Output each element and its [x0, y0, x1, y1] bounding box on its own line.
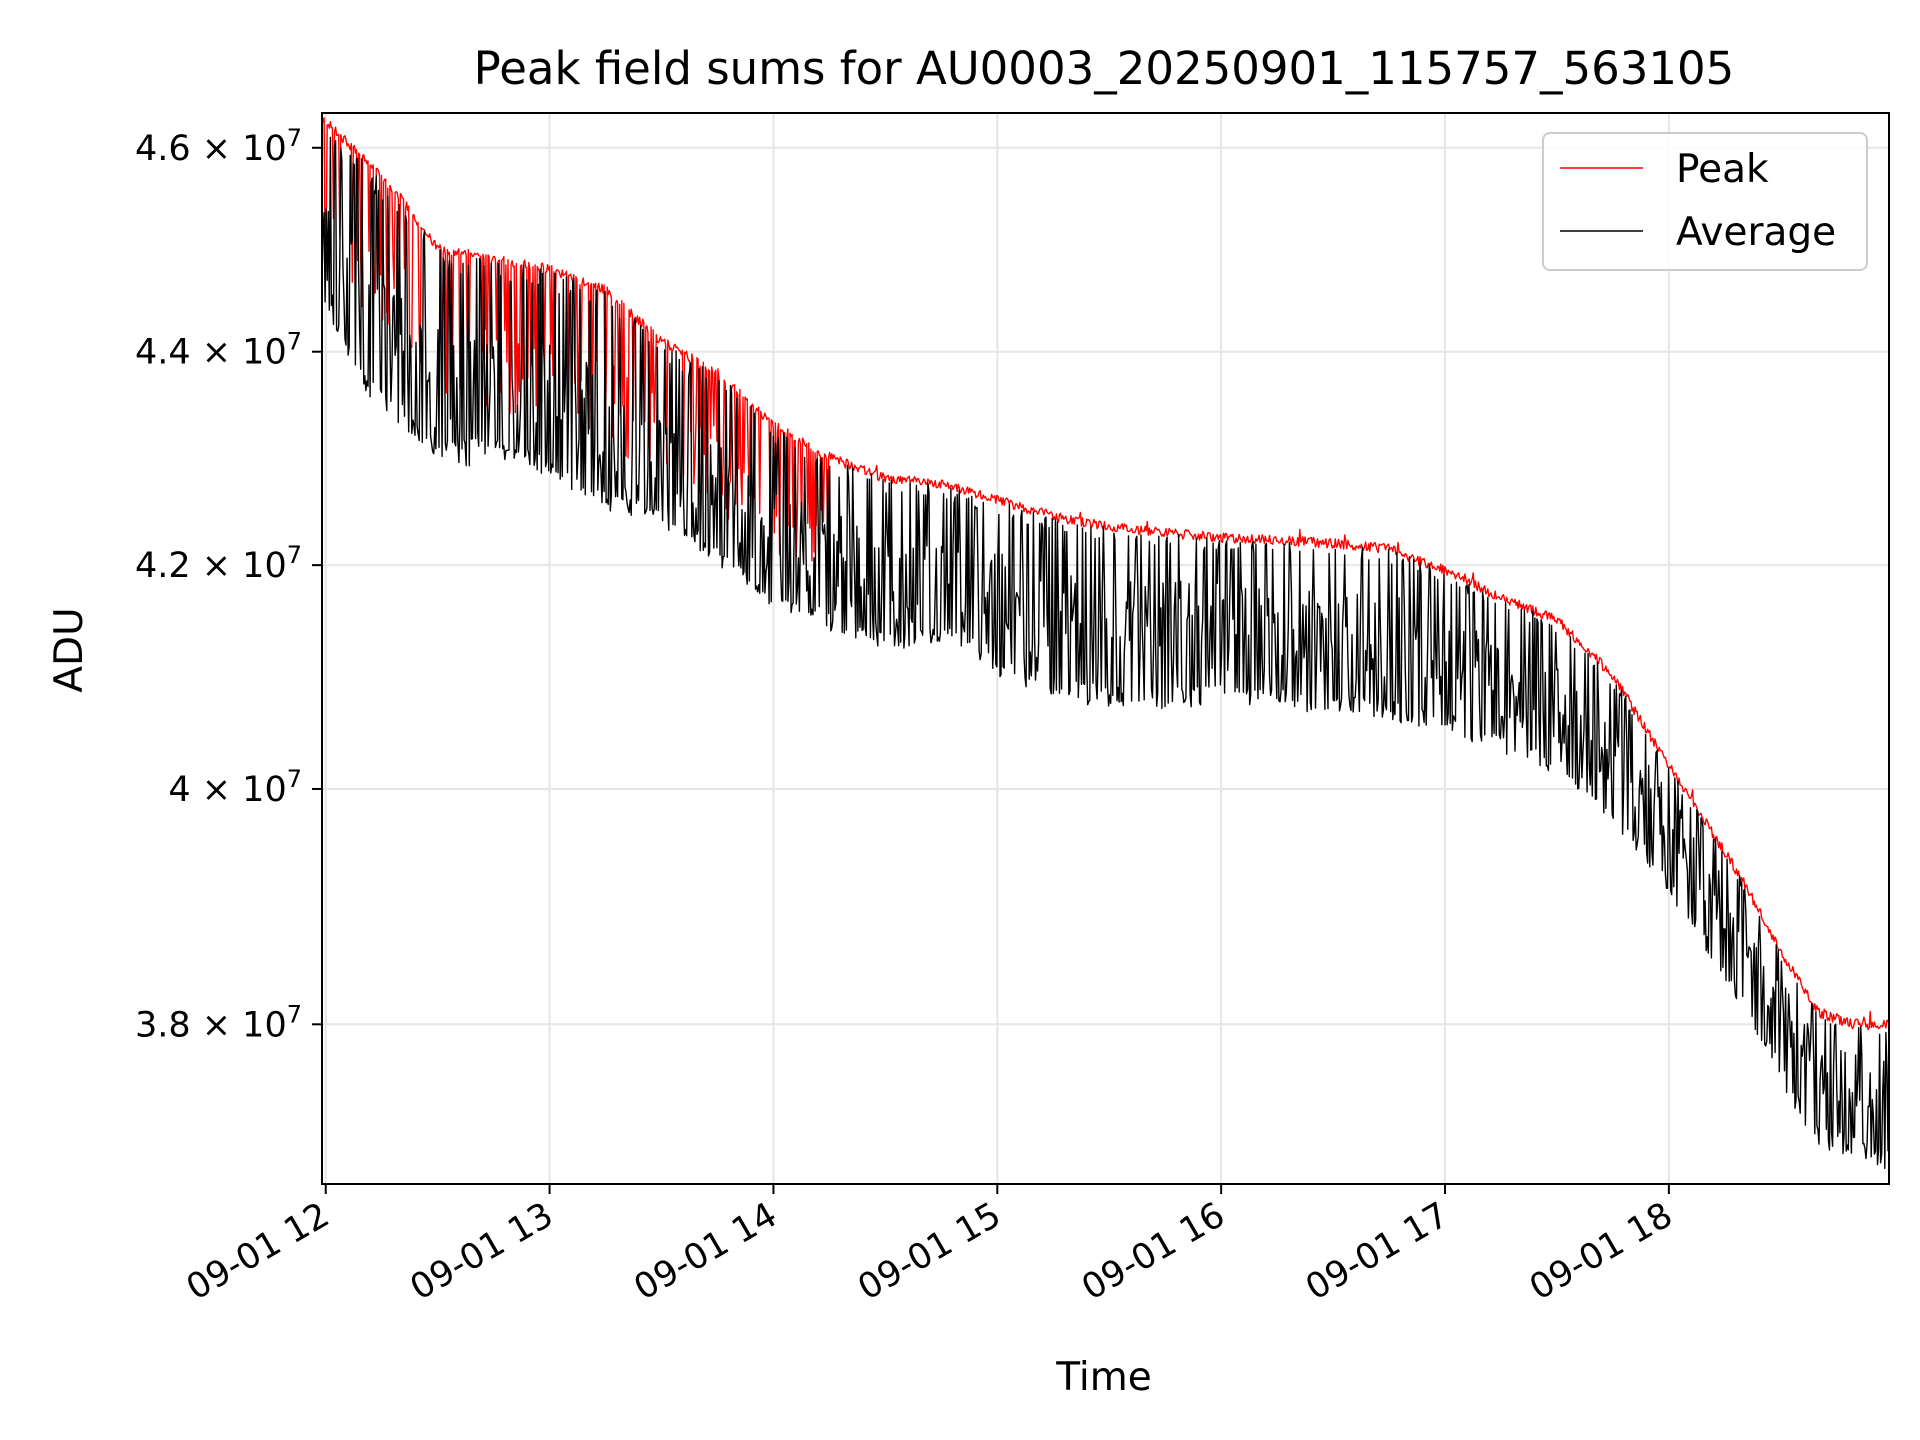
y-tick-label: 4.6 × 107 [135, 124, 302, 169]
x-axis-label: Time [1055, 1355, 1151, 1400]
legend: Peak Average [1542, 132, 1868, 271]
grid-lines [322, 113, 1889, 1184]
series-peak-line [321, 116, 1890, 1031]
y-tick-label: 4 × 107 [168, 765, 302, 810]
series-average-line [321, 136, 1890, 1170]
legend-peak-label: Peak [1676, 147, 1769, 192]
y-tick-label: 3.8 × 107 [135, 1000, 302, 1045]
y-axis-label: ADU [47, 607, 92, 692]
plot-area [321, 116, 1890, 1170]
axes-frame [321, 112, 1890, 1185]
y-tick-label: 4.4 × 107 [135, 328, 302, 373]
y-axis-ticks: 3.8 × 107 4 × 107 4.2 × 107 4.4 × 107 4.6 × … [135, 124, 322, 1045]
legend-average-label: Average [1676, 210, 1836, 255]
y-tick-label: 4.2 × 107 [135, 541, 302, 586]
chart-title: Peak field sums for AU0003_20250901_1157… [474, 42, 1735, 95]
